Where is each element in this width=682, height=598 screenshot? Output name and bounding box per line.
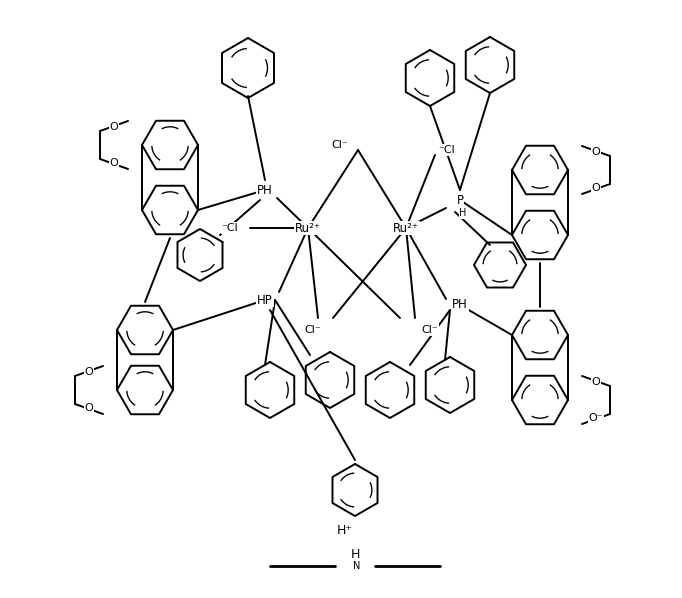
- Text: O⁻: O⁻: [589, 413, 604, 423]
- Text: N: N: [353, 561, 361, 571]
- Text: PH: PH: [452, 298, 468, 312]
- Text: HP: HP: [257, 294, 273, 307]
- Text: O: O: [591, 377, 600, 387]
- Text: O: O: [85, 403, 93, 413]
- Text: PH: PH: [257, 184, 273, 197]
- Text: Cl⁻: Cl⁻: [305, 325, 321, 335]
- Text: ⁻Cl: ⁻Cl: [222, 223, 239, 233]
- Text: O: O: [591, 183, 600, 193]
- Text: ⁻Cl: ⁻Cl: [439, 145, 456, 155]
- Text: Ru²⁺: Ru²⁺: [393, 221, 419, 234]
- Text: Cl⁻: Cl⁻: [421, 325, 439, 335]
- Text: P: P: [456, 194, 464, 206]
- Text: Ru²⁺: Ru²⁺: [295, 221, 321, 234]
- Text: O: O: [110, 158, 119, 168]
- Text: O: O: [110, 122, 119, 132]
- Text: H⁺: H⁺: [337, 523, 353, 536]
- Text: H: H: [351, 548, 359, 562]
- Text: O: O: [591, 147, 600, 157]
- Text: O: O: [85, 367, 93, 377]
- Text: H: H: [459, 208, 466, 218]
- Text: Cl⁻: Cl⁻: [331, 140, 349, 150]
